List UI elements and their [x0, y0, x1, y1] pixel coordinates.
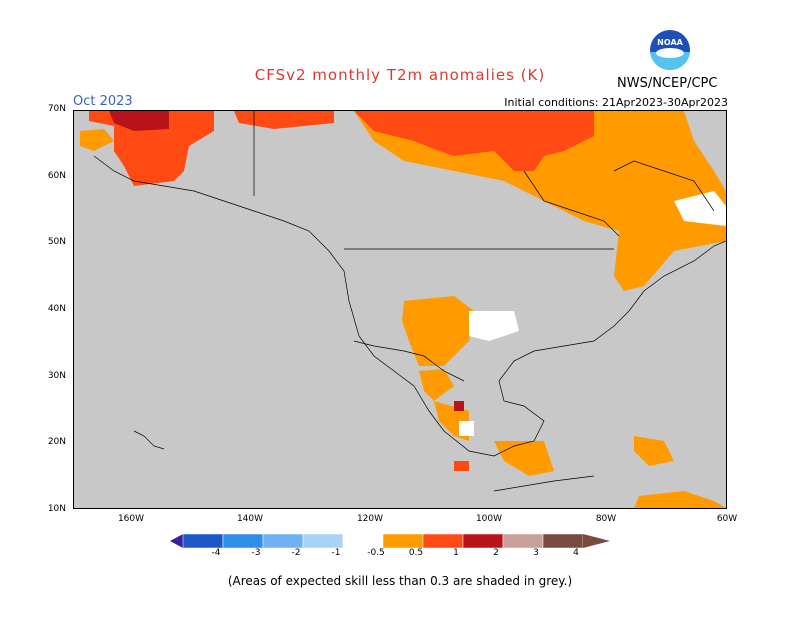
map-svg [74, 111, 726, 508]
lon-label-160w: 160W [117, 514, 145, 524]
lat-label-40n: 40N [47, 304, 66, 314]
colorbar-high-arrow [583, 534, 610, 548]
colorbar-seg-4 [302, 534, 344, 548]
colorbar-seg-9 [502, 534, 544, 548]
coastlines [93, 111, 726, 492]
colorbar-label-1: -4 [211, 548, 221, 558]
lon-label-100w: 100W [475, 514, 503, 524]
colorbar-seg-8 [462, 534, 504, 548]
colorbar-label-10: 4 [573, 548, 579, 558]
agency-label: NWS/NCEP/CPC [617, 76, 718, 91]
lon-label-80w: 80W [595, 514, 617, 524]
lat-label-50n: 50N [47, 237, 66, 247]
anomaly-map [73, 110, 727, 509]
colorbar-seg-10 [542, 534, 584, 548]
lon-label-60w: 60W [716, 514, 738, 524]
lat-label-10n: 10N [47, 504, 66, 514]
lat-label-30n: 30N [47, 371, 66, 381]
logo-text: NOAA [657, 38, 683, 47]
colorbar-label-3: -2 [291, 548, 301, 558]
colorbar-label-5: -0.5 [367, 548, 385, 558]
colorbar [170, 534, 610, 548]
lat-label-20n: 20N [47, 437, 66, 447]
colorbar-seg-3 [262, 534, 304, 548]
colorbar-label-9: 3 [533, 548, 539, 558]
forecast-month: Oct 2023 [73, 94, 133, 109]
colorbar-label-8: 2 [493, 548, 499, 558]
skill-footnote: (Areas of expected skill less than 0.3 a… [227, 574, 573, 588]
colorbar-label-4: -1 [331, 548, 341, 558]
colorbar-label-6: 0.5 [408, 548, 424, 558]
colorbar-seg-6 [382, 534, 424, 548]
lat-label-70n: 70N [47, 104, 66, 114]
colorbar-seg-5 [342, 534, 384, 548]
colorbar-label-2: -3 [251, 548, 261, 558]
lon-label-120w: 120W [356, 514, 384, 524]
anomaly-darkred-layer [109, 111, 464, 411]
logo-bird [656, 48, 684, 58]
anomaly-red-layer [89, 111, 594, 471]
initial-conditions: Initial conditions: 21Apr2023-30Apr2023 [504, 96, 728, 109]
lat-label-60n: 60N [47, 171, 66, 181]
noaa-logo: NOAA [650, 30, 690, 70]
colorbar-seg-7 [422, 534, 464, 548]
lon-label-140w: 140W [236, 514, 264, 524]
map-title: CFSv2 monthly T2m anomalies (K) [254, 66, 546, 84]
colorbar-label-7: 1 [453, 548, 459, 558]
anomaly-white-layer [459, 191, 726, 436]
colorbar-seg-1 [182, 534, 224, 548]
colorbar-seg-2 [222, 534, 264, 548]
colorbar-low-arrow [170, 534, 183, 548]
